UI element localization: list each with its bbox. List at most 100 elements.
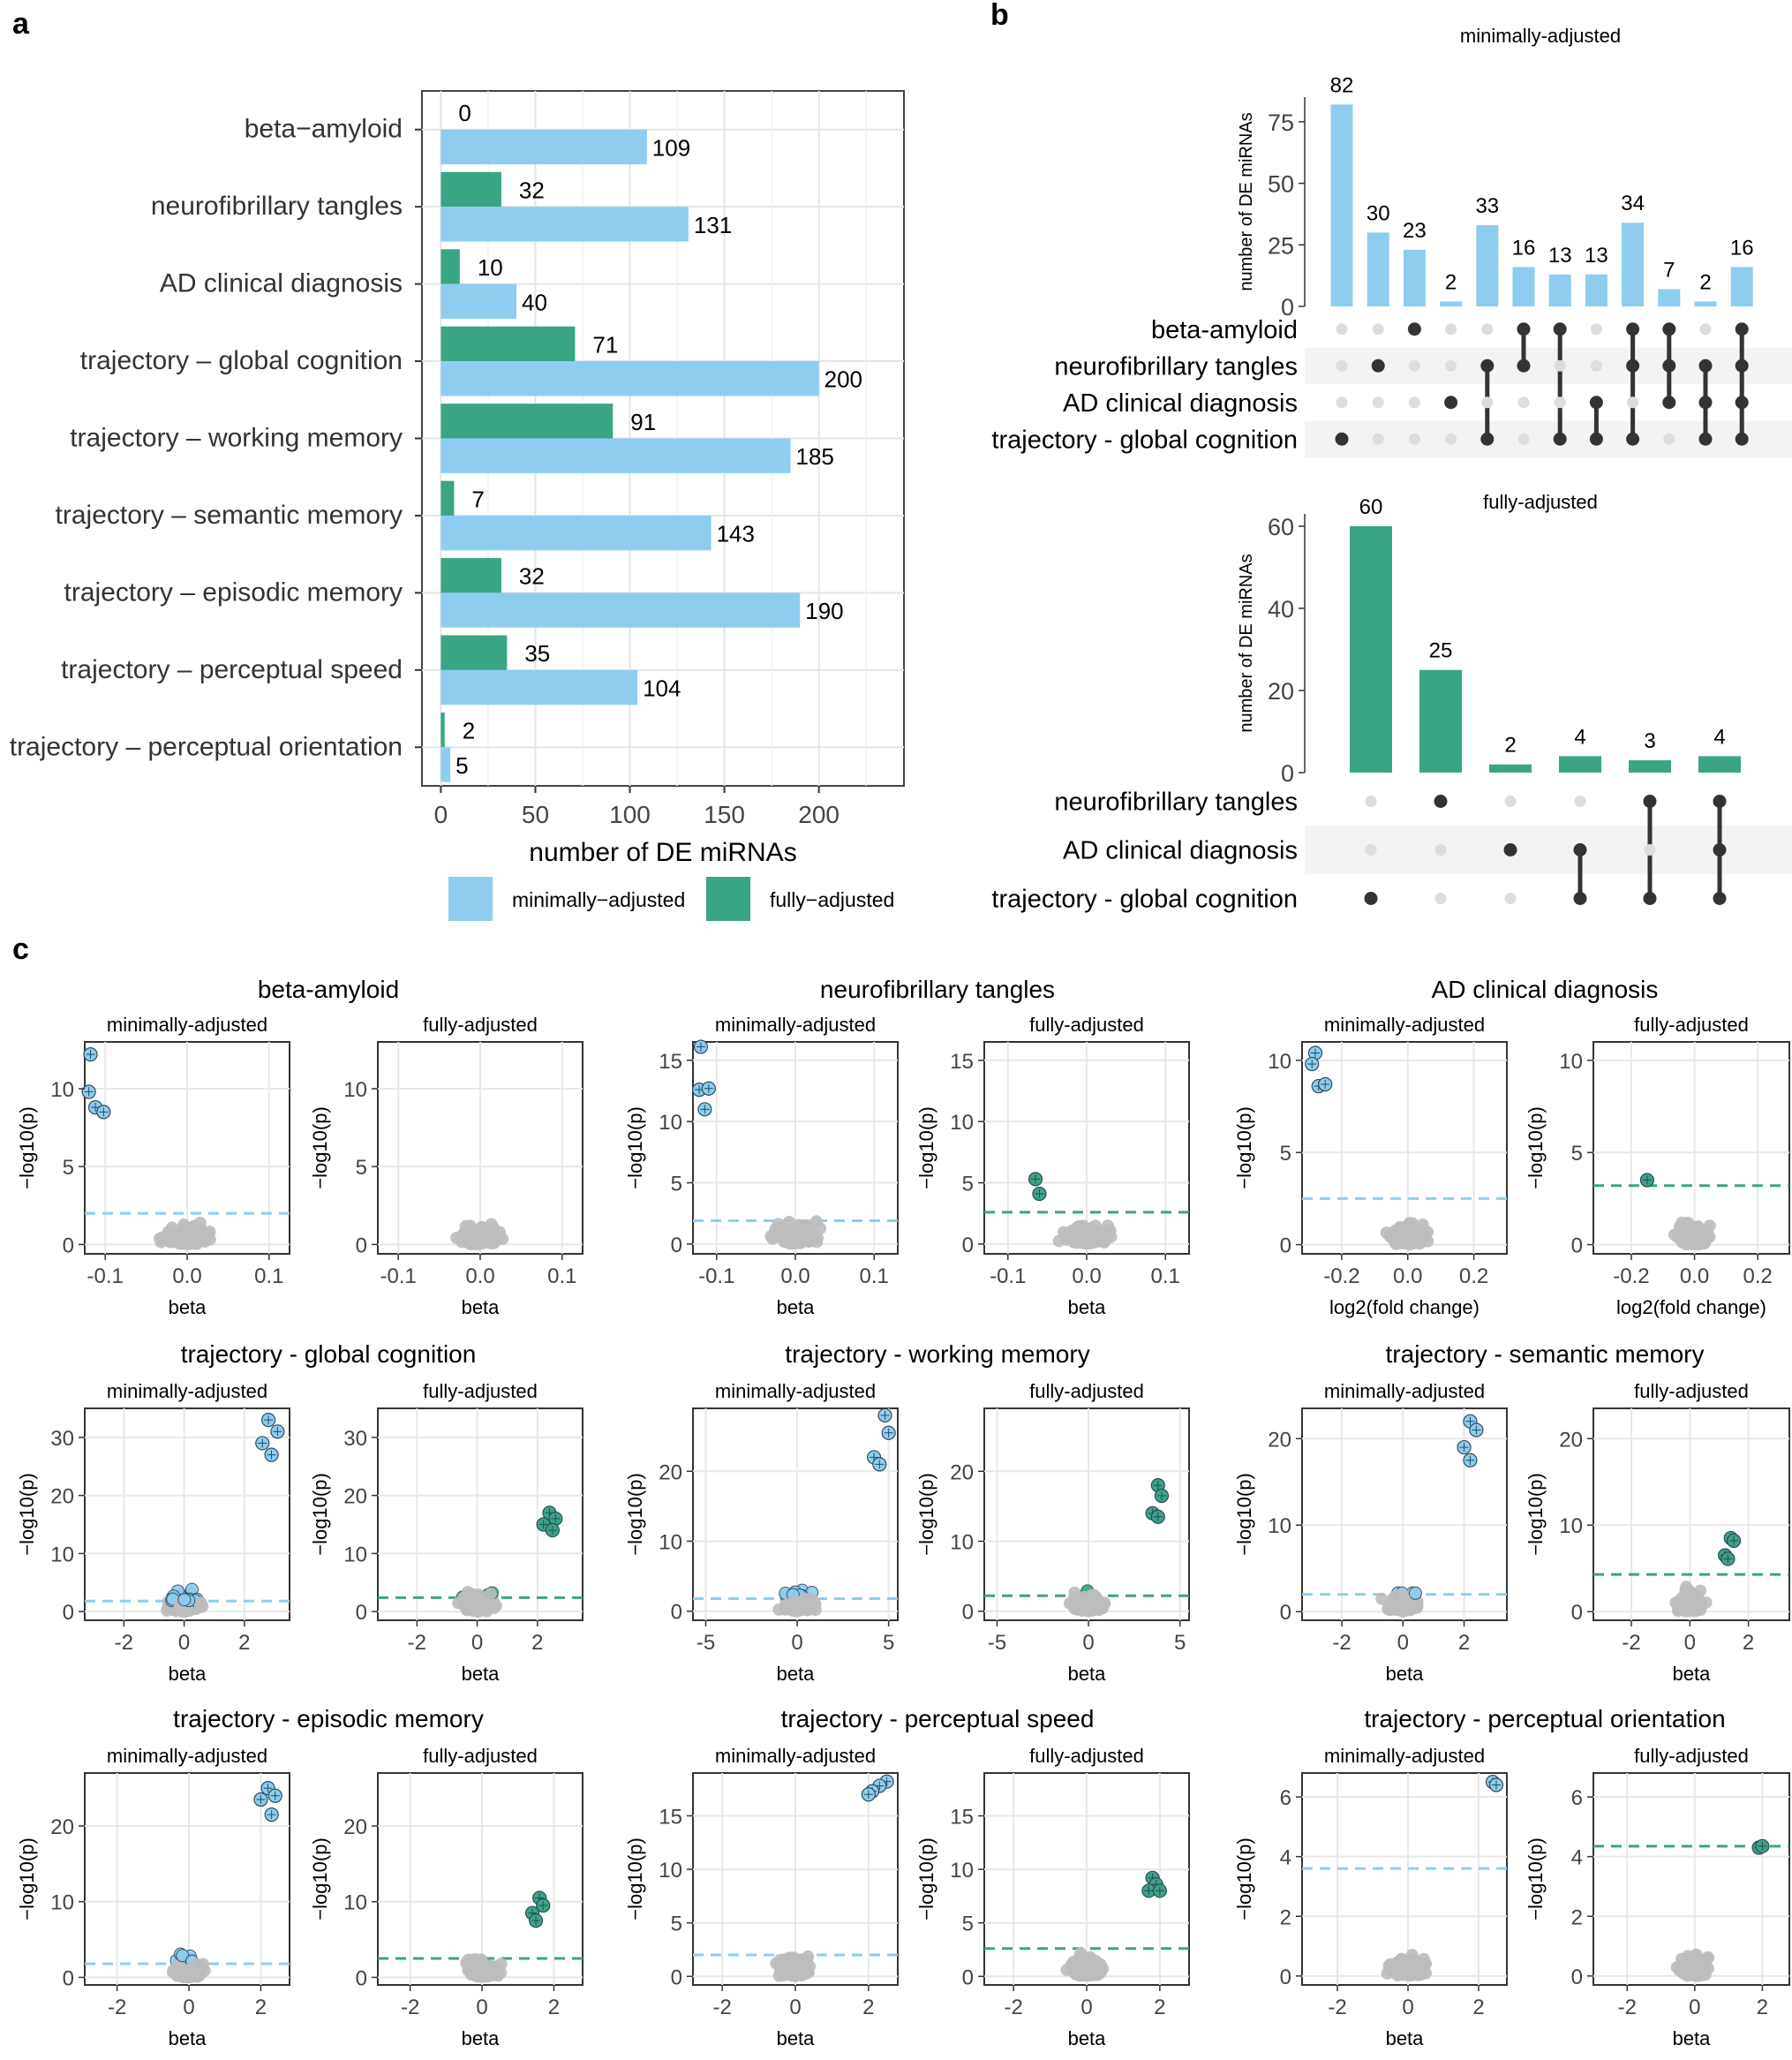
y-tick-label: 0 — [356, 1234, 367, 1257]
bar-fully-adjusted — [440, 480, 455, 516]
y-axis-title: −log10(p) — [1233, 1473, 1255, 1556]
x-axis-title: beta — [777, 1663, 816, 1685]
nonsignificant-point — [1079, 1597, 1092, 1611]
bar-fully-adjusted — [440, 635, 508, 670]
x-tick-label: 0 — [1689, 1996, 1700, 2019]
y-tick-label: 5 — [962, 1173, 974, 1196]
bar-fully-adjusted — [440, 712, 445, 748]
category-label: trajectory – perceptual orientation — [10, 732, 403, 761]
membership-dot-on — [1735, 432, 1749, 446]
intersection-count-label: 4 — [1713, 725, 1725, 749]
set-label: AD clinical diagnosis — [1063, 837, 1298, 865]
y-tick-label: 0 — [962, 1601, 974, 1625]
membership-dot-off — [1408, 433, 1420, 445]
nonsignificant-point — [801, 1219, 814, 1233]
panel-b-upset-plots: minimally-adjusted 0 25 50 75 number of DE mi… — [991, 25, 1792, 914]
x-tick-label: 0 — [471, 1631, 483, 1655]
volcano-subtitle: fully-adjusted — [423, 1745, 538, 1767]
membership-dot-on — [1503, 843, 1517, 856]
y-tick-label: 2 — [1280, 1905, 1291, 1929]
y-tick-label: 15 — [950, 1050, 974, 1074]
bar-value-label: 71 — [592, 331, 618, 358]
volcano-title: trajectory - semantic memory — [1386, 1340, 1705, 1368]
membership-dot-on — [1643, 795, 1657, 808]
x-tick-label: 0 — [1397, 1631, 1409, 1655]
x-tick-label: 2 — [255, 1996, 267, 2019]
intersection-bar — [1658, 289, 1681, 306]
nonsignificant-point — [1101, 1219, 1114, 1233]
y-tick-label: 0 — [962, 1234, 974, 1257]
x-axis-title: beta — [1068, 1663, 1107, 1685]
nonsignificant-point — [1089, 1600, 1103, 1613]
panel-a-bar-chart: 0 109 beta−amyloid 32 131 neurofibrillary tan… — [10, 90, 905, 921]
y-tick-label: 0 — [1280, 1601, 1291, 1625]
nonsignificant-point — [182, 1229, 195, 1242]
bar-value-label: 35 — [524, 640, 550, 667]
nonsignificant-point — [450, 1231, 463, 1244]
intersection-bar — [1512, 267, 1535, 306]
membership-dot-off — [1699, 323, 1712, 336]
membership-dot-off — [1481, 323, 1494, 336]
nonsignificant-point — [191, 1222, 204, 1235]
y-tick-label: 20 — [343, 1815, 367, 1839]
membership-dot-on — [1698, 358, 1713, 373]
y-tick-label: 0 — [1571, 1966, 1583, 1989]
x-tick-label: -2 — [1332, 1631, 1351, 1655]
membership-dot-off — [1408, 396, 1420, 409]
membership-dot-on — [1335, 432, 1349, 446]
bar-value-label: 5 — [456, 752, 468, 779]
x-tick-label: -0.1 — [698, 1264, 734, 1288]
bar-value-label: 104 — [643, 675, 681, 702]
y-tick-label: 0 — [962, 1966, 974, 1989]
panel-c-volcano-plots: beta-amyloid minimally-adjusted -0.1 0.0 0.1… — [16, 976, 1790, 2049]
bar-value-label: 32 — [519, 563, 545, 590]
volcano-subtitle: fully-adjusted — [1029, 1380, 1144, 1402]
x-tick-label: -2 — [1328, 1996, 1346, 2019]
membership-dot-off — [1627, 396, 1639, 409]
x-tick-label: 2 — [531, 1631, 543, 1655]
volcano-subtitle: fully-adjusted — [1634, 1380, 1749, 1402]
x-tick-label: 0 — [183, 1996, 194, 2019]
x-tick-label: 0 — [434, 801, 448, 828]
y-tick-label: 30 — [50, 1427, 74, 1451]
intersection-count-label: 16 — [1730, 236, 1754, 260]
intersection-bar — [1548, 274, 1571, 306]
membership-dot-off — [1504, 893, 1517, 904]
intersection-count-label: 16 — [1512, 236, 1536, 260]
y-axis-title: −log10(p) — [16, 1837, 38, 1920]
bar-value-label: 2 — [463, 718, 475, 744]
x-axis-title: beta — [169, 2027, 207, 2049]
membership-dot-off — [1336, 323, 1348, 336]
x-tick-label: 0.1 — [1151, 1264, 1180, 1288]
matrix-row-band — [1305, 826, 1792, 874]
intersection-bar — [1403, 249, 1426, 306]
membership-dot-off — [1434, 893, 1447, 904]
x-tick-label: 0 — [476, 1996, 487, 2019]
x-tick-label: 5 — [1174, 1631, 1186, 1655]
membership-dot-off — [1445, 323, 1457, 336]
y-tick-label: 15 — [659, 1805, 682, 1829]
y-axis-title: −log10(p) — [1525, 1473, 1547, 1556]
set-label: neurofibrillary tangles — [1054, 352, 1298, 381]
y-tick-label: 0 — [63, 1601, 74, 1625]
nonsignificant-point — [1410, 1960, 1423, 1973]
intersection-bar — [1585, 274, 1608, 306]
category-label: trajectory – working memory — [70, 424, 403, 453]
y-tick-label: 0 — [671, 1601, 682, 1625]
nonsignificant-point — [1065, 1224, 1079, 1237]
membership-dot-on — [1698, 432, 1713, 446]
x-tick-label: -5 — [696, 1631, 715, 1655]
volcano-subtitle: minimally-adjusted — [715, 1014, 876, 1036]
bar-value-label: 7 — [471, 486, 484, 512]
x-tick-label: 0.1 — [254, 1264, 283, 1288]
category-label: neurofibrillary tangles — [151, 192, 403, 221]
nonsignificant-point — [1686, 1966, 1699, 1980]
y-tick-label: 10 — [659, 1859, 682, 1883]
x-tick-label: 0 — [791, 1631, 802, 1655]
y-tick-label: 2 — [1571, 1905, 1583, 1929]
y-tick-label: 20 — [50, 1485, 74, 1509]
x-axis-title: log2(fold change) — [1616, 1296, 1766, 1318]
membership-dot-off — [1554, 396, 1566, 409]
y-tick-label: 20 — [1268, 1428, 1291, 1452]
volcano-title: trajectory - perceptual speed — [781, 1705, 1095, 1732]
